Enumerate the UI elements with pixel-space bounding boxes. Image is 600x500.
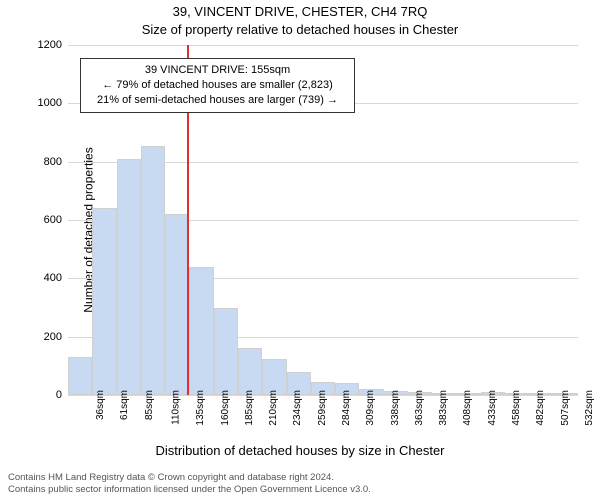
y-tick-label: 400	[44, 272, 62, 284]
annotation-line: 39 VINCENT DRIVE: 155sqm	[89, 63, 346, 78]
x-tick-label: 135sqm	[195, 390, 206, 426]
x-tick-label: 85sqm	[144, 390, 155, 420]
histogram-bar	[141, 146, 165, 395]
title-line1: 39, VINCENT DRIVE, CHESTER, CH4 7RQ	[0, 4, 600, 19]
x-tick-label: 160sqm	[219, 390, 230, 426]
footer-line: Contains HM Land Registry data © Crown c…	[8, 472, 592, 484]
histogram-bar	[68, 357, 92, 395]
footer-line: Contains public sector information licen…	[8, 484, 592, 496]
annotation-line: ← 79% of detached houses are smaller (2,…	[89, 78, 346, 93]
y-tick-label: 0	[56, 389, 62, 401]
x-tick-label: 383sqm	[438, 390, 449, 426]
footer-text: Contains HM Land Registry data © Crown c…	[8, 472, 592, 496]
histogram-bar	[117, 159, 141, 395]
y-tick-label: 1000	[38, 97, 62, 109]
x-tick-label: 408sqm	[462, 390, 473, 426]
x-tick-label: 433sqm	[486, 390, 497, 426]
y-tick-label: 1200	[38, 39, 62, 51]
histogram-bar	[189, 267, 213, 395]
x-tick-label: 234sqm	[292, 390, 303, 426]
x-tick-label: 284sqm	[341, 390, 352, 426]
x-tick-label: 507sqm	[559, 390, 570, 426]
y-tick-label: 200	[44, 331, 62, 343]
histogram-bar	[214, 308, 238, 396]
x-tick-label: 259sqm	[316, 390, 327, 426]
y-tick-label: 800	[44, 156, 62, 168]
x-tick-label: 185sqm	[244, 390, 255, 426]
x-tick-label: 363sqm	[414, 390, 425, 426]
x-axis-label: Distribution of detached houses by size …	[0, 443, 600, 458]
x-tick-label: 458sqm	[511, 390, 522, 426]
gridline	[68, 45, 578, 46]
x-tick-label: 210sqm	[268, 390, 279, 426]
histogram-bar	[92, 208, 116, 395]
x-tick-label: 61sqm	[119, 390, 130, 420]
x-tick-label: 309sqm	[365, 390, 376, 426]
annotation-box: 39 VINCENT DRIVE: 155sqm ← 79% of detach…	[80, 58, 355, 113]
title-line2: Size of property relative to detached ho…	[0, 22, 600, 37]
annotation-line: 21% of semi-detached houses are larger (…	[89, 93, 346, 108]
x-tick-label: 532sqm	[584, 390, 595, 426]
y-tick-label: 600	[44, 214, 62, 226]
x-tick-label: 338sqm	[389, 390, 400, 426]
x-tick-label: 482sqm	[535, 390, 546, 426]
x-tick-label: 110sqm	[170, 390, 181, 425]
histogram-bar	[238, 348, 262, 395]
x-tick-label: 36sqm	[95, 390, 106, 420]
